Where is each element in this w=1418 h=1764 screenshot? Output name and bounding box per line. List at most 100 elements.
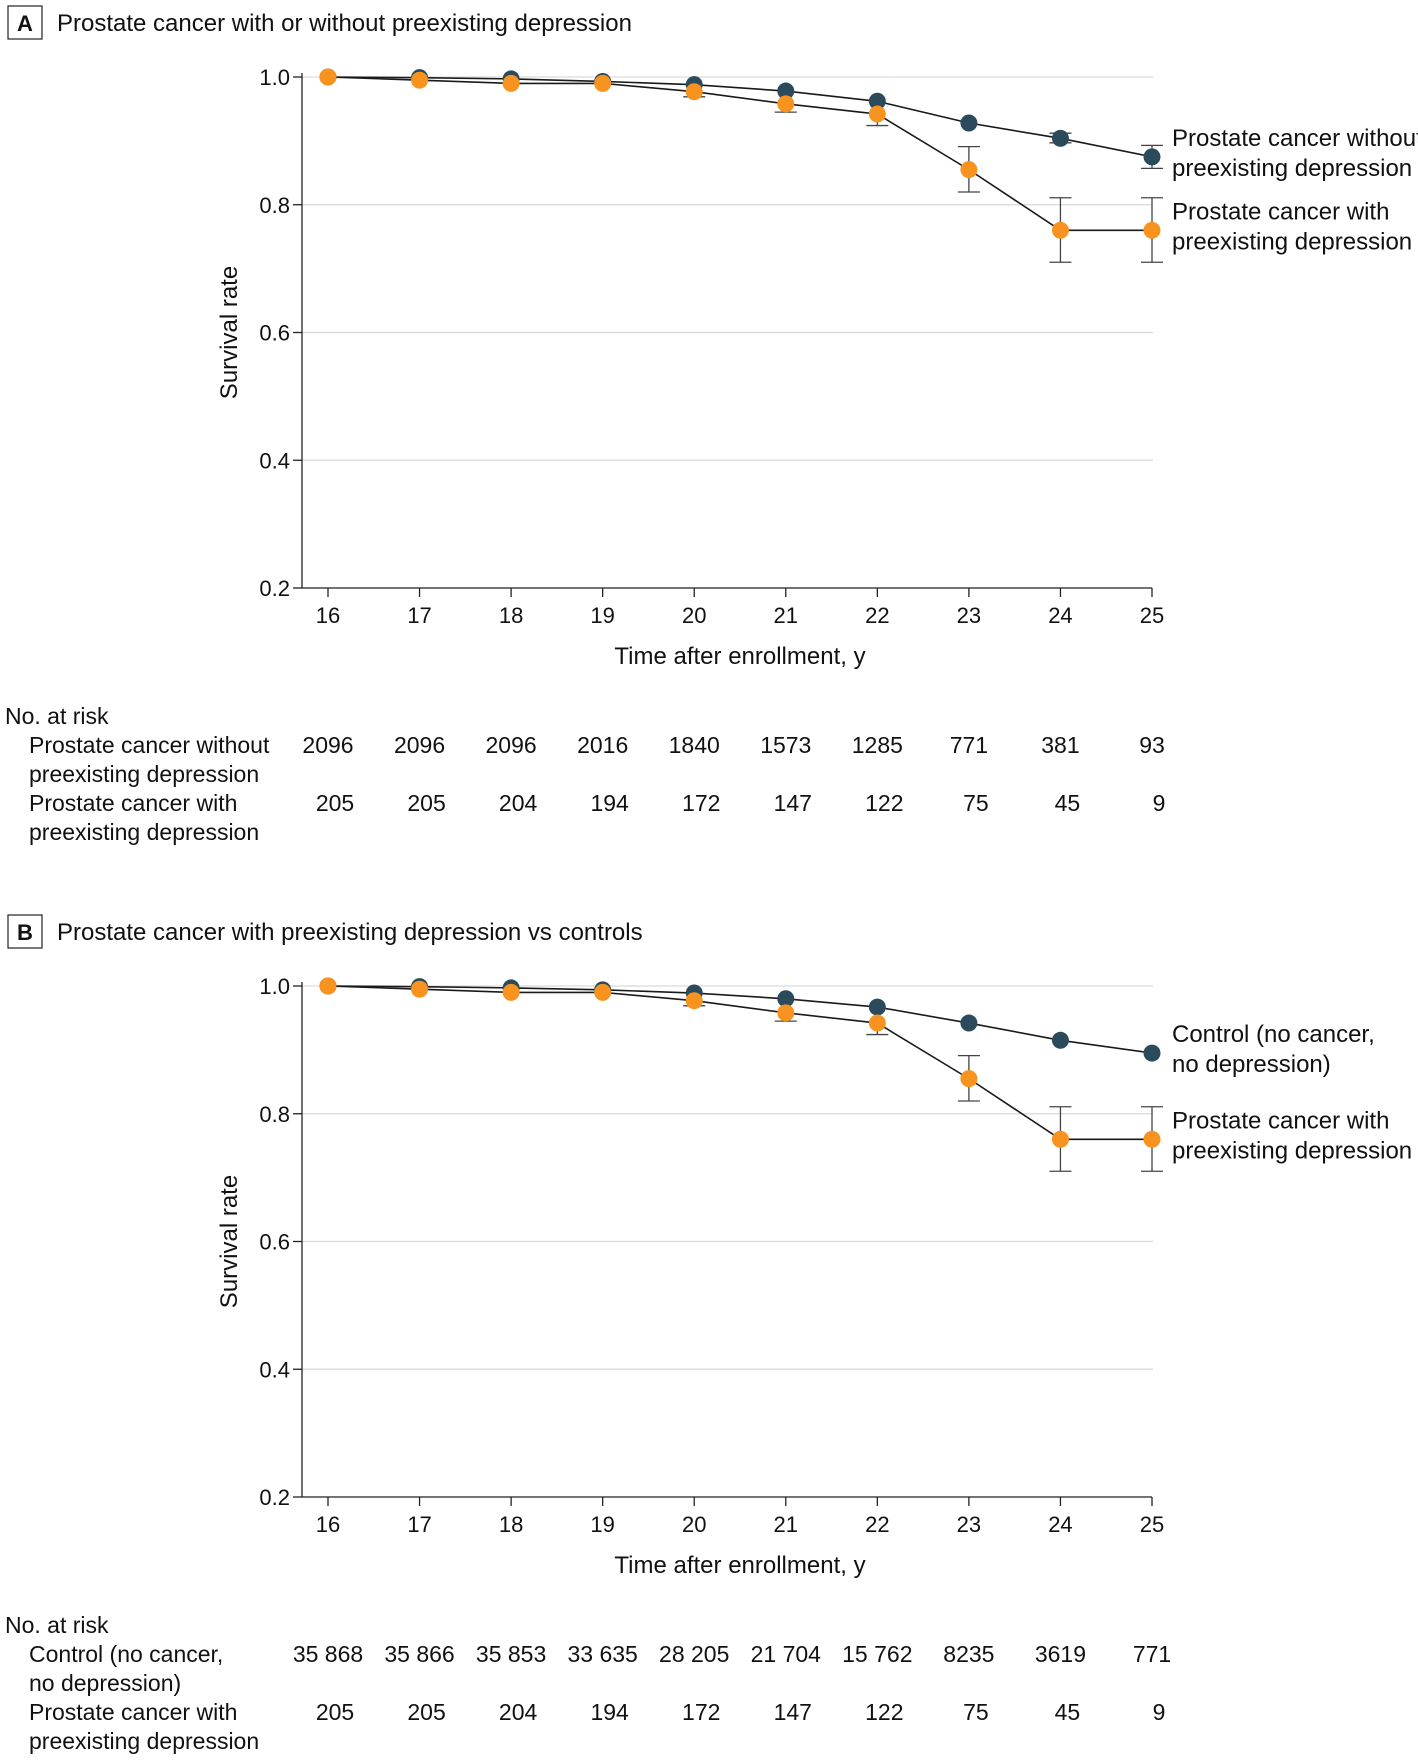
data-point [868, 105, 886, 123]
series-2: Prostate cancer with preexisting depressi… [319, 977, 1412, 1172]
series-2: Prostate cancer with preexisting depressi… [319, 68, 1412, 263]
series-line [327, 985, 1153, 1054]
panel-label-box [7, 914, 43, 949]
risk-row-label: Prostate cancer with [29, 1699, 237, 1725]
risk-value: 172 [682, 790, 720, 816]
series-end-label: Prostate cancer with [1172, 1107, 1389, 1134]
data-point [411, 71, 429, 89]
risk-value: 35 868 [293, 1641, 363, 1667]
x-tick-label: 18 [499, 603, 523, 628]
data-point [1051, 129, 1069, 147]
y-tick-label: 1.0 [259, 65, 290, 90]
x-tick-label: 25 [1140, 1512, 1164, 1537]
risk-value: 9 [1153, 1699, 1166, 1725]
risk-value: 1840 [669, 732, 720, 758]
data-point [319, 68, 337, 86]
x-tick-label: 22 [865, 1512, 889, 1537]
data-point [868, 1014, 886, 1032]
risk-value: 1573 [760, 732, 811, 758]
risk-value: 2096 [302, 732, 353, 758]
x-tick-label: 20 [682, 603, 706, 628]
risk-row-label: Prostate cancer with [29, 790, 237, 816]
x-tick-label: 21 [774, 1512, 798, 1537]
y-tick-label: 0.8 [259, 193, 290, 218]
data-point [685, 83, 703, 101]
series-end-label: preexisting depression [1172, 155, 1412, 182]
risk-row-label: preexisting depression [29, 819, 259, 845]
panel-b: B Prostate cancer with preexisting depres… [5, 914, 1412, 1754]
panel-title: Prostate cancer with or without preexist… [57, 10, 632, 37]
x-tick-label: 18 [499, 1512, 523, 1537]
x-tick-label: 20 [682, 1512, 706, 1537]
series-line [327, 76, 1153, 158]
series-end-label: Prostate cancer with [1172, 198, 1389, 225]
data-point [777, 1004, 795, 1022]
risk-value: 204 [499, 1699, 538, 1725]
data-point [777, 95, 795, 113]
risk-value: 28 205 [659, 1641, 729, 1667]
risk-value: 205 [316, 790, 354, 816]
risk-value: 2016 [577, 732, 628, 758]
data-point [502, 983, 520, 1001]
panel-label: A [17, 11, 33, 36]
risk-value: 9 [1153, 790, 1166, 816]
data-point [1051, 1130, 1069, 1148]
y-tick-label: 0.8 [259, 1102, 290, 1127]
risk-row-label: preexisting depression [29, 761, 259, 787]
x-tick-label: 16 [316, 603, 340, 628]
y-tick-label: 0.6 [259, 321, 290, 346]
data-point [960, 1014, 978, 1032]
risk-value: 3619 [1035, 1641, 1086, 1667]
risk-value: 75 [963, 790, 989, 816]
x-axis-label: Time after enrollment, y [614, 643, 865, 670]
risk-value: 194 [590, 1699, 629, 1725]
y-tick-label: 1.0 [259, 974, 290, 999]
data-point [777, 82, 795, 100]
risk-value: 35 853 [476, 1641, 546, 1667]
series-line [327, 76, 1152, 232]
data-point [1051, 1031, 1069, 1049]
y-tick-label: 0.4 [259, 448, 290, 473]
risk-value: 2096 [394, 732, 445, 758]
series-1: Control (no cancer, no depression) [319, 977, 1375, 1078]
risk-value: 2096 [486, 732, 537, 758]
panel-a: A Prostate cancer with or without preexis… [5, 5, 1418, 845]
risk-value: 147 [774, 790, 812, 816]
series-end-label: preexisting depression [1172, 1137, 1412, 1164]
data-point [594, 74, 612, 92]
data-point [1143, 221, 1161, 239]
series-end-label: Control (no cancer, [1172, 1021, 1375, 1048]
risk-value: 172 [682, 1699, 720, 1725]
data-point [868, 92, 886, 110]
risk-value: 771 [1133, 1641, 1171, 1667]
y-axis-label: Survival rate [216, 1175, 243, 1308]
series-line [327, 985, 1152, 1141]
risk-value: 21 704 [751, 1641, 822, 1667]
panel-label-box [7, 5, 43, 40]
data-point [411, 980, 429, 998]
risk-table-heading: No. at risk [5, 703, 109, 729]
x-tick-label: 21 [774, 603, 798, 628]
data-point [1051, 221, 1069, 239]
risk-value: 147 [774, 1699, 812, 1725]
risk-value: 122 [865, 1699, 903, 1725]
risk-table-heading: No. at risk [5, 1612, 109, 1638]
risk-value: 205 [407, 1699, 445, 1725]
risk-value: 122 [865, 790, 903, 816]
risk-value: 204 [499, 790, 538, 816]
y-axis-label: Survival rate [216, 266, 243, 399]
risk-value: 205 [316, 1699, 354, 1725]
data-point [960, 1070, 978, 1088]
risk-value: 35 866 [384, 1641, 454, 1667]
risk-value: 33 635 [567, 1641, 637, 1667]
data-point [594, 983, 612, 1001]
x-tick-label: 19 [590, 603, 614, 628]
risk-row-label: preexisting depression [29, 1728, 259, 1754]
data-point [1143, 148, 1161, 166]
data-point [319, 977, 337, 995]
data-point [1143, 1044, 1161, 1062]
data-point [960, 114, 978, 132]
risk-value: 1285 [852, 732, 903, 758]
x-tick-label: 17 [407, 603, 431, 628]
risk-value: 93 [1139, 732, 1165, 758]
